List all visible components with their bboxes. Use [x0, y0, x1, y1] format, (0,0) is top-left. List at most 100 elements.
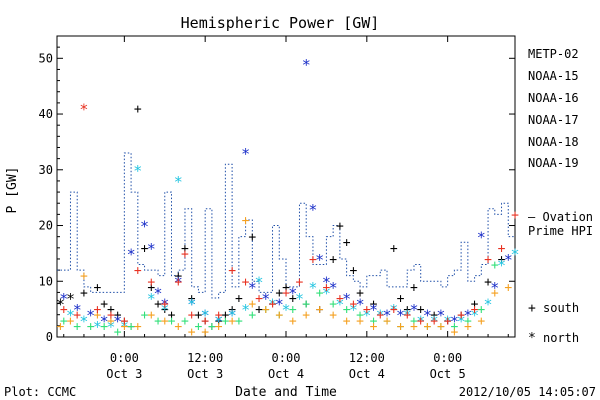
data-point: + [498, 252, 506, 267]
data-point: * [504, 251, 513, 269]
legend-entry-noaa-15: NOAA-15 [528, 69, 579, 83]
data-point: + [329, 308, 337, 323]
data-point: * [322, 284, 331, 302]
data-point: * [133, 162, 142, 180]
data-point: * [59, 290, 68, 308]
data-point: + [188, 325, 196, 340]
data-point: + [93, 303, 101, 318]
data-point: + [356, 286, 364, 301]
x-tick-time: 12:00 [349, 351, 385, 365]
series-noaa-16: * * * * ******* * * *** *** ** * * * * * * * * * **** [66, 162, 520, 336]
data-point: * [127, 245, 136, 263]
data-point: + [309, 252, 317, 267]
data-point: * [261, 290, 270, 308]
data-point: + [417, 314, 425, 329]
legend-ovation-line2: Prime HPI [528, 224, 593, 238]
data-point: + [484, 252, 492, 267]
data-point: + [410, 314, 418, 329]
x-tick-date: Oct 3 [106, 367, 142, 381]
y-tick-label: 0 [46, 330, 53, 344]
data-point: + [444, 314, 452, 329]
data-point: + [477, 314, 485, 329]
data-point: * [201, 307, 210, 325]
data-point: + [100, 319, 108, 334]
data-point: * [463, 307, 472, 325]
y-tick-label: 10 [39, 274, 53, 288]
data-point: + [457, 308, 465, 323]
data-point: * [120, 318, 129, 336]
data-point: * [228, 307, 237, 325]
data-point: + [195, 319, 203, 334]
data-point: + [262, 303, 270, 318]
data-point: * [201, 307, 210, 325]
data-point: + [269, 297, 277, 312]
y-tick-label: 50 [39, 51, 53, 65]
data-point: * [160, 301, 169, 319]
data-point: + [73, 308, 81, 323]
data-point: + [437, 319, 445, 334]
data-point: + [161, 303, 169, 318]
data-point: + [491, 258, 499, 273]
data-point: + [154, 297, 162, 312]
data-point: + [471, 297, 479, 312]
legend-south-label: south [543, 301, 579, 315]
data-point: + [141, 308, 149, 323]
data-point: + [168, 314, 176, 329]
data-point: + [464, 319, 472, 334]
data-point: + [302, 297, 310, 312]
data-point: * [100, 312, 109, 330]
data-point: * [160, 296, 169, 314]
data-point: + [120, 314, 128, 329]
data-point: + [195, 308, 203, 323]
data-point: + [181, 241, 189, 256]
data-point: + [127, 319, 135, 334]
data-point: + [134, 102, 142, 117]
data-point: + [114, 325, 122, 340]
data-point: + [282, 286, 290, 301]
data-point: + [302, 308, 310, 323]
x-tick-date: Oct 4 [268, 367, 304, 381]
data-point: * [214, 312, 223, 330]
data-point: + [255, 303, 263, 318]
data-point: * [113, 312, 122, 330]
legend-south-glyph: + [528, 301, 536, 316]
data-point: + [450, 325, 458, 340]
data-points: * * + ++++++++++++++++++++++++ ++++ + ++++++++… [56, 56, 520, 340]
footer-right: 2012/10/05 14:05:07 [459, 385, 596, 399]
data-point: * [56, 296, 65, 314]
data-point: * [255, 273, 264, 291]
data-point: + [141, 241, 149, 256]
legend-north-glyph: * [528, 331, 536, 346]
data-point: + [80, 286, 88, 301]
data-point: * [268, 296, 277, 314]
data-point: + [107, 308, 115, 323]
data-point: + [316, 303, 324, 318]
data-point: * [423, 307, 432, 325]
data-point: + [437, 319, 445, 334]
footer-left: Plot: CCMC [4, 385, 76, 399]
data-point: + [255, 291, 263, 306]
data-point: + [289, 303, 297, 318]
data-point: + [147, 280, 155, 295]
data-point: * [241, 145, 250, 163]
data-point: * [86, 307, 95, 325]
data-point: + [228, 314, 236, 329]
legend-entry-noaa-19: NOAA-19 [528, 156, 579, 170]
y-axis-label: P [GW] [5, 167, 20, 214]
data-point: + [208, 319, 216, 334]
data-point: * [389, 301, 398, 319]
data-point: + [484, 275, 492, 290]
data-point: + [417, 303, 425, 318]
data-point: + [228, 303, 236, 318]
data-point: + [242, 275, 250, 290]
data-point: * [416, 312, 425, 330]
data-point: * [510, 245, 519, 263]
data-point: + [356, 308, 364, 323]
data-point: * [93, 318, 102, 336]
data-point: + [383, 314, 391, 329]
data-point: + [174, 269, 182, 284]
data-point: + [269, 297, 277, 312]
x-axis: 0:00 Oct 3 12:00 Oct 3 0:00 Oct 4 12:00 Oct 4 0:… [63, 36, 509, 381]
data-point: + [397, 319, 405, 334]
